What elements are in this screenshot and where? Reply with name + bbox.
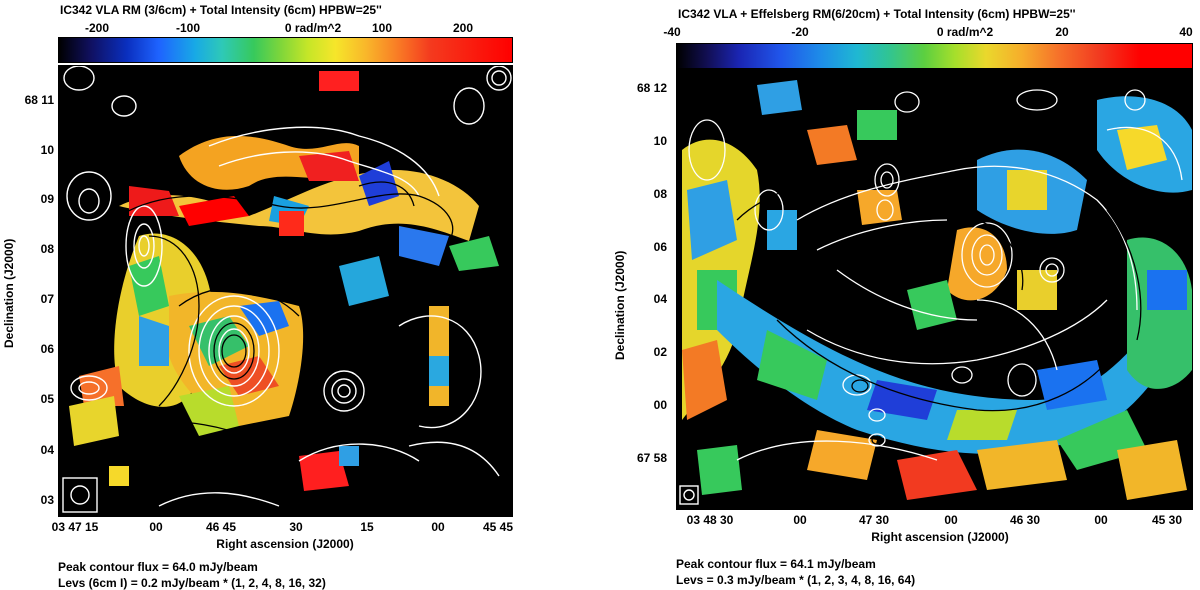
left-black-contours <box>118 181 454 447</box>
right-map-image <box>679 80 1192 505</box>
left-ra-tick: 46 45 <box>205 520 237 534</box>
left-dec-tick: 07 <box>40 292 54 306</box>
left-beam-circle <box>70 485 90 505</box>
right-cb-label: -40 <box>663 25 681 39</box>
right-white-contours <box>688 89 1183 461</box>
right-levels: Levs = 0.3 mJy/beam * (1, 2, 3, 4, 8, 16… <box>676 573 916 587</box>
right-rm-patches <box>682 80 1192 500</box>
right-cb-label: -20 <box>791 25 809 39</box>
right-ra-tick: 45 30 <box>1151 513 1183 527</box>
right-dec-tick: 08 <box>653 187 667 201</box>
right-map <box>676 69 1193 510</box>
left-map <box>58 65 513 517</box>
left-xlabel: Right ascension (J2000) <box>216 537 354 551</box>
right-ra-tick: 00 <box>793 513 807 527</box>
right-dec-tick: 67 58 <box>636 451 667 465</box>
left-ra-tick: 15 <box>360 520 374 534</box>
right-ra-tick: 46 30 <box>1009 513 1041 527</box>
left-dec-tick: 08 <box>40 242 54 256</box>
left-ra-tick: 00 <box>431 520 445 534</box>
right-beam-circle <box>683 489 695 501</box>
right-cb-label: 0 rad/m^2 <box>936 25 994 39</box>
right-colorbar <box>676 43 1193 69</box>
right-ra-tick: 00 <box>944 513 958 527</box>
right-dec-tick: 06 <box>653 240 667 254</box>
right-dec-tick: 00 <box>653 398 667 412</box>
right-title: IC342 VLA + Effelsberg RM(6/20cm) + Tota… <box>678 7 1076 21</box>
left-cb-label: -100 <box>175 21 201 35</box>
left-dec-tick: 03 <box>40 493 54 507</box>
left-cb-label: 100 <box>371 21 393 35</box>
right-dec-tick: 02 <box>653 345 667 359</box>
right-beam-box <box>679 485 699 505</box>
left-cb-label: 0 rad/m^2 <box>284 21 342 35</box>
right-peak-flux: Peak contour flux = 64.1 mJy/beam <box>676 557 876 571</box>
right-dec-tick: 04 <box>653 292 667 306</box>
left-dec-tick: 04 <box>40 443 54 457</box>
left-title: IC342 VLA RM (3/6cm) + Total Intensity (… <box>60 3 382 17</box>
left-rm-patches <box>69 71 499 491</box>
left-cb-label: -200 <box>84 21 110 35</box>
left-white-contours <box>63 66 512 507</box>
right-cb-label: 40 <box>1179 25 1193 39</box>
left-dec-tick: 09 <box>40 192 54 206</box>
right-ra-tick: 47 30 <box>858 513 890 527</box>
left-ra-tick: 03 47 15 <box>51 520 99 534</box>
left-dec-tick: 06 <box>40 342 54 356</box>
left-levels: Levs (6cm I) = 0.2 mJy/beam * (1, 2, 4, … <box>58 576 326 590</box>
right-ylabel: Declination (J2000) <box>613 250 627 360</box>
left-dec-tick: 10 <box>40 143 54 157</box>
right-dec-tick: 68 12 <box>636 81 667 95</box>
left-ra-tick: 45 45 <box>482 520 514 534</box>
left-ra-tick: 30 <box>289 520 303 534</box>
left-beam-box <box>62 477 98 513</box>
right-dec-tick: 10 <box>653 134 667 148</box>
right-ra-tick: 03 48 30 <box>686 513 734 527</box>
left-ra-tick: 00 <box>149 520 163 534</box>
right-black-contours <box>736 169 1142 445</box>
left-map-image <box>62 66 512 513</box>
right-cb-label: 20 <box>1055 25 1069 39</box>
left-dec-tick: 05 <box>40 392 54 406</box>
left-colorbar <box>58 37 513 63</box>
right-ra-tick: 00 <box>1094 513 1108 527</box>
left-cb-label: 200 <box>452 21 474 35</box>
left-dec-tick: 68 11 <box>24 93 54 107</box>
left-peak-flux: Peak contour flux = 64.0 mJy/beam <box>58 560 258 574</box>
left-ylabel: Declination (J2000) <box>2 238 16 348</box>
right-xlabel: Right ascension (J2000) <box>871 530 1009 544</box>
